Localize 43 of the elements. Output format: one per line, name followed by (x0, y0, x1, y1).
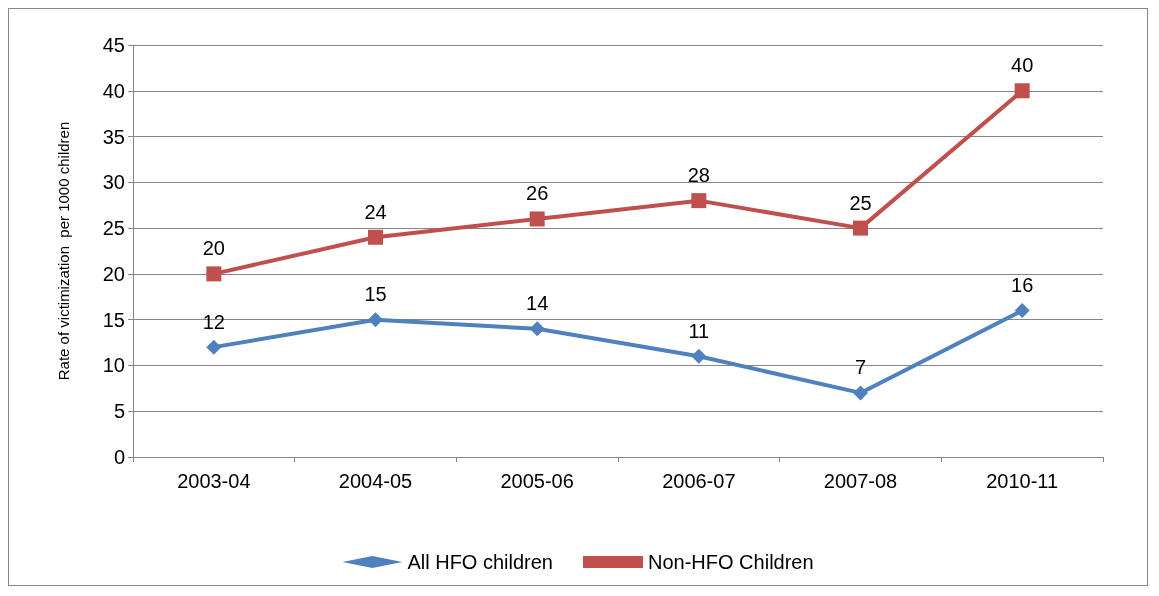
data-label: 14 (526, 292, 549, 315)
data-label: 25 (849, 191, 872, 214)
point (529, 321, 545, 337)
data-label: 40 (1011, 54, 1034, 77)
point (206, 339, 222, 355)
data-label: 15 (364, 283, 387, 306)
y-tick-label: 40 (102, 79, 125, 102)
point (1014, 83, 1030, 99)
y-tick-label: 45 (102, 34, 125, 56)
y-tick-label: 35 (102, 125, 125, 148)
point (691, 193, 707, 209)
x-tick-label: 2005-06 (500, 470, 574, 492)
y-tick-label: 20 (102, 262, 125, 285)
x-tick-label: 2003-04 (177, 470, 251, 492)
data-label: 16 (1011, 274, 1034, 297)
y-tick-label: 15 (102, 308, 125, 331)
point (1014, 303, 1030, 319)
data-label: 24 (364, 200, 387, 223)
x-tick-label: 2004-05 (338, 470, 413, 492)
point (368, 312, 383, 328)
y-tick-label: 10 (102, 354, 125, 377)
point (206, 266, 222, 282)
y-tick-label: 5 (113, 400, 125, 423)
legend-label: All HFO children (407, 551, 554, 573)
x-tick-label: 2006-07 (662, 470, 736, 492)
y-tick-label: 25 (102, 217, 125, 240)
point (853, 220, 868, 236)
data-label: 20 (202, 237, 225, 260)
y-tick-label: 0 (113, 446, 125, 468)
point (691, 348, 707, 364)
legend-label: Non-HFO Children (648, 551, 814, 573)
point (853, 385, 868, 401)
data-label: 26 (526, 182, 549, 205)
point (368, 229, 383, 245)
data-label: 28 (687, 164, 710, 187)
data-label: 11 (688, 319, 710, 342)
y-tick-label: 30 (102, 171, 125, 194)
y-axis-title: Rate of victimization per 1000 children (55, 121, 72, 381)
x-tick-label: 2010-11 (986, 470, 1059, 492)
point (529, 211, 545, 227)
data-label: 12 (202, 310, 225, 333)
data-label: 7 (854, 356, 867, 379)
x-tick-label: 2007-08 (823, 470, 898, 492)
